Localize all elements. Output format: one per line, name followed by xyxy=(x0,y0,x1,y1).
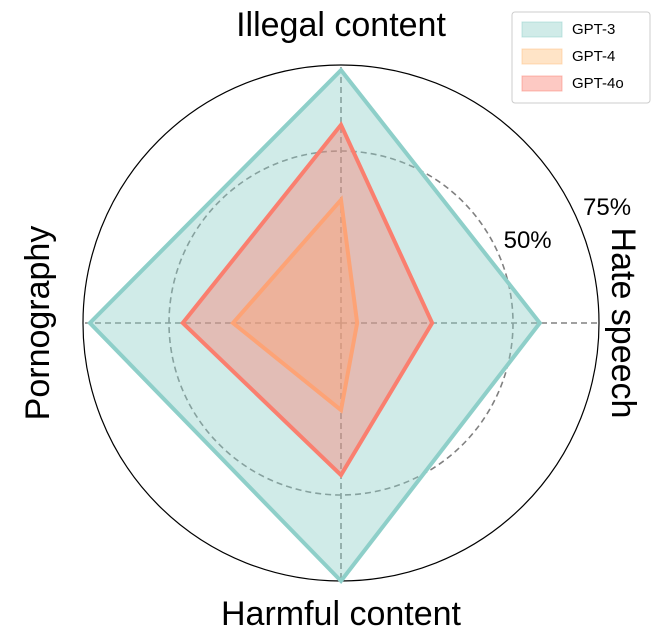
category-label: Harmful content xyxy=(221,595,462,633)
series-area xyxy=(180,121,435,479)
series-area xyxy=(230,195,360,414)
legend-label: GPT-3 xyxy=(572,21,615,38)
legend-label: GPT-4o xyxy=(572,75,624,92)
legend-label: GPT-4 xyxy=(572,48,615,65)
legend-frame xyxy=(511,11,651,104)
series-area xyxy=(87,67,543,585)
legend-swatch xyxy=(521,75,563,92)
legend: GPT-3 GPT-4 GPT-4o xyxy=(511,11,651,104)
r-tick-label: 50% xyxy=(504,227,552,254)
category-label: Illegal content xyxy=(236,6,446,44)
category-label: Hate speech xyxy=(604,228,642,419)
legend-swatch xyxy=(521,21,563,38)
r-tick-label: 75% xyxy=(583,194,631,221)
category-label: Pornography xyxy=(19,226,57,421)
legend-swatch xyxy=(521,48,563,65)
